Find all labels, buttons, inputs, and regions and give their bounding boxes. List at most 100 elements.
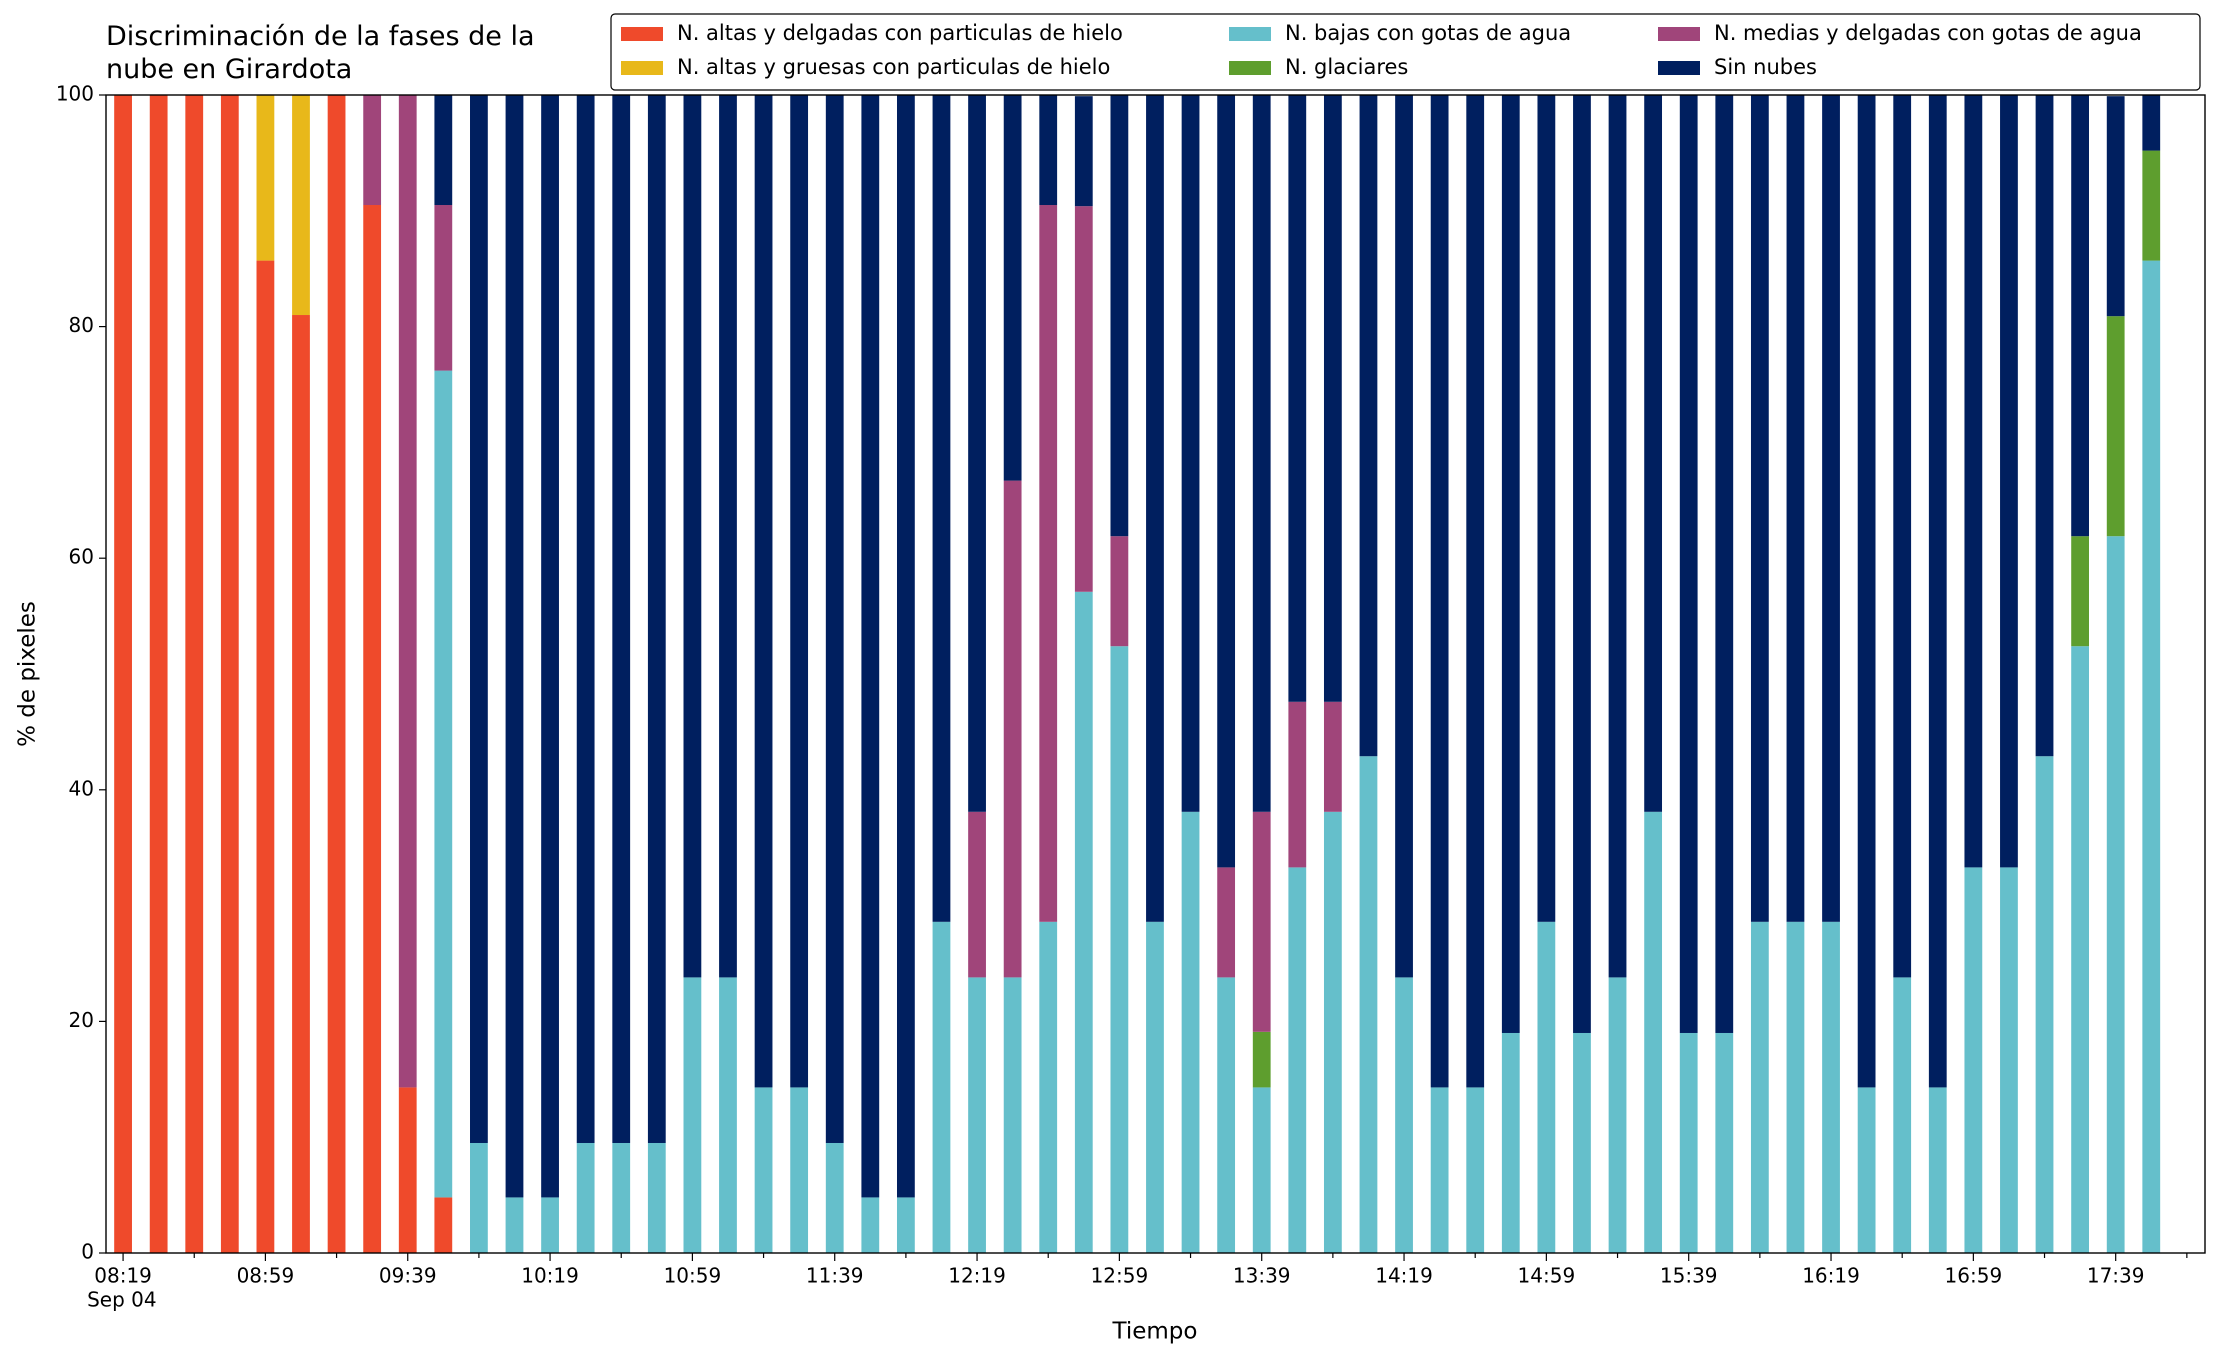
bar-segment [1822, 95, 1840, 922]
bar-segment [861, 95, 880, 1198]
y-tick-label: 100 [56, 82, 94, 106]
bar-segment [1501, 1032, 1520, 1253]
bar-segment [1039, 95, 1058, 206]
legend-box [610, 13, 2201, 91]
legend-swatch [1229, 27, 1271, 41]
x-tick-label: 11:39 [806, 1264, 864, 1288]
y-tick-label: 40 [69, 776, 94, 800]
bar-segment [754, 1087, 773, 1253]
legend-label: N. altas y gruesas con particulas de hie… [677, 55, 1110, 79]
bar-segment [363, 205, 382, 1253]
x-tick-label: 15:39 [1660, 1264, 1718, 1288]
bar-segment [1323, 811, 1342, 1253]
bar-segment [576, 1142, 595, 1253]
bar-segment [1074, 591, 1093, 1253]
bar-segment [683, 977, 702, 1253]
bar-segment [1323, 701, 1342, 812]
x-tick-label: 16:19 [1802, 1264, 1860, 1288]
bar-segment [683, 95, 702, 978]
bar-segment [398, 95, 417, 1088]
bar-segment [470, 95, 488, 1143]
bar-segment [1573, 95, 1591, 1033]
bar-segment [470, 1142, 488, 1253]
bar-segment [647, 95, 666, 1143]
bar-segment [861, 1197, 880, 1253]
bar-segment [398, 1087, 417, 1253]
bar-segment [1252, 1031, 1271, 1088]
bar-segment [114, 95, 132, 1253]
bar-segment [1537, 95, 1556, 922]
bar-segment [790, 1087, 809, 1253]
bar-segment [932, 95, 951, 922]
legend-label: N. bajas con gotas de agua [1285, 21, 1571, 45]
y-tick-label: 60 [69, 545, 94, 569]
bar-segment [2071, 95, 2090, 537]
x-tick-label: 09:39 [379, 1264, 437, 1288]
bar-segment [1003, 95, 1022, 481]
bar-segment [2142, 95, 2161, 151]
plot-frame [105, 94, 2206, 1254]
bar-segment [932, 921, 951, 1253]
bar-segment [754, 95, 773, 1088]
y-axis-label: % de pixeles [15, 601, 41, 747]
bar-segment [2106, 96, 2125, 317]
legend-label: N. altas y delgadas con particulas de hi… [677, 21, 1123, 45]
bar-segment [896, 95, 915, 1198]
bar-segment [1893, 977, 1912, 1253]
bar-segment [1537, 921, 1556, 1253]
bar-segment [1715, 1032, 1734, 1253]
bar-segment [719, 95, 737, 978]
bar-segment [1110, 536, 1129, 647]
bar-segment [1750, 95, 1769, 922]
bar-segment [1181, 811, 1200, 1253]
legend-label: N. glaciares [1285, 55, 1408, 79]
bar-segment [825, 95, 844, 1143]
bar-segment [968, 95, 986, 812]
bar-segment [149, 95, 168, 1253]
bar-segment [1501, 95, 1520, 1033]
bar-segment [2142, 150, 2161, 261]
bar-segment [1217, 867, 1236, 978]
bar-segment [505, 1197, 524, 1253]
bar-segment [185, 95, 204, 1253]
bar-segment [292, 95, 310, 316]
x-tick-label: 08:59 [237, 1264, 295, 1288]
bar-segment [220, 95, 239, 1253]
bar-segment [1288, 867, 1307, 1253]
bar-segment [790, 95, 809, 1088]
bar-segment [968, 977, 986, 1253]
x-tick-label: 12:59 [1091, 1264, 1149, 1288]
bar-segment [1608, 977, 1627, 1253]
bar-segment [1786, 921, 1805, 1253]
bar-segment [612, 95, 631, 1143]
legend-swatch [1658, 61, 1700, 75]
bar-segment [292, 315, 310, 1253]
bar-segment [1644, 95, 1663, 812]
legend-label: N. medias y delgadas con gotas de agua [1714, 21, 2142, 45]
x-axis-label: Tiempo [1112, 1319, 1198, 1345]
bar-segment [1822, 921, 1840, 1253]
x-tick-label: 08:19 [94, 1264, 152, 1288]
bar-segment [1928, 95, 1947, 1088]
bar-segment [1679, 95, 1698, 1033]
legend-swatch [621, 61, 663, 75]
y-tick-label: 20 [69, 1008, 94, 1032]
bar-segment [1252, 1087, 1271, 1253]
bar-segment [327, 95, 346, 1253]
bar-segment [1857, 95, 1876, 1088]
bar-segment [576, 95, 595, 1143]
bar-segment [1964, 95, 1983, 868]
bar-segment [2106, 536, 2125, 1253]
bar-segment [1857, 1087, 1876, 1253]
bar-segment [1252, 811, 1271, 1032]
legend-swatch [1229, 61, 1271, 75]
bar-segment [825, 1142, 844, 1253]
bar-segment [1003, 480, 1022, 978]
x-tick-label: 13:39 [1233, 1264, 1291, 1288]
legend-swatch [1658, 27, 1700, 41]
x-tick-label: 10:19 [521, 1264, 579, 1288]
bar-segment [2142, 260, 2161, 1253]
bar-segment [1003, 977, 1022, 1253]
bar-segment [1786, 95, 1805, 922]
